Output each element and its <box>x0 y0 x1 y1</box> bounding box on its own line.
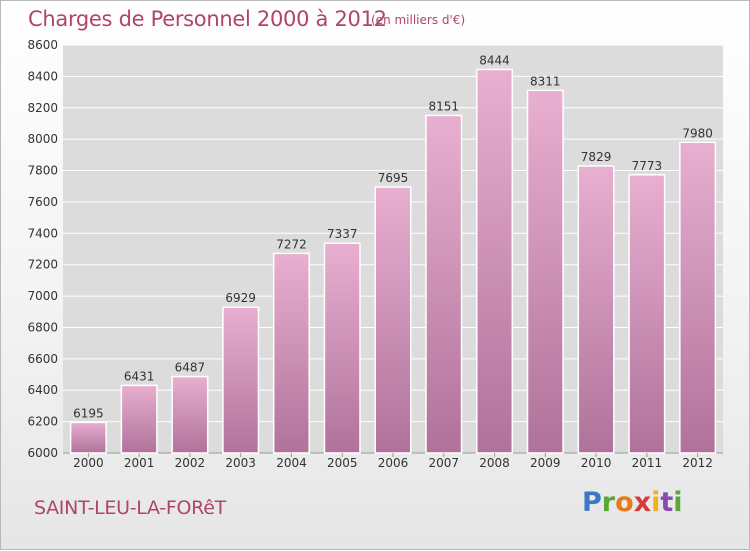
bar <box>120 384 158 454</box>
x-tick-label: 2012 <box>682 456 713 470</box>
bar <box>476 68 514 454</box>
data-label: 7272 <box>276 237 307 251</box>
data-label: 7695 <box>378 171 409 185</box>
y-tick-label: 7200 <box>27 258 58 272</box>
bar <box>374 186 412 454</box>
y-tick-label: 6600 <box>27 352 58 366</box>
x-tick-label: 2011 <box>632 456 663 470</box>
data-label: 8311 <box>530 74 561 88</box>
x-tick-label: 2006 <box>378 456 409 470</box>
x-tick-label: 2003 <box>225 456 256 470</box>
x-tick-label: 2001 <box>124 456 155 470</box>
data-label: 6431 <box>124 369 155 383</box>
bar <box>526 89 564 454</box>
logo-letter: i <box>651 487 661 518</box>
y-tick-label: 8000 <box>27 132 58 146</box>
logo-letter: t <box>660 487 674 518</box>
bar <box>222 306 260 454</box>
x-tick-label: 2004 <box>276 456 307 470</box>
logo-letter: o <box>615 487 634 518</box>
x-tick-label: 2009 <box>530 456 561 470</box>
chart-unit: (en milliers d'€) <box>371 13 466 27</box>
y-tick-label: 7600 <box>27 195 58 209</box>
x-tick-label: 2000 <box>73 456 104 470</box>
bar <box>679 141 717 454</box>
y-tick-label: 6400 <box>27 383 58 397</box>
bar <box>628 174 666 454</box>
data-label: 6929 <box>225 291 256 305</box>
x-tick-label: 2010 <box>581 456 612 470</box>
data-label: 7829 <box>581 150 612 164</box>
proxiti-logo: Proxiti <box>582 487 683 518</box>
logo-letter: i <box>673 487 683 518</box>
data-label: 7980 <box>682 126 713 140</box>
y-tick-label: 6200 <box>27 415 58 429</box>
bar <box>425 114 463 454</box>
y-tick-label: 7400 <box>27 226 58 240</box>
logo-letter: P <box>582 487 602 518</box>
x-tick-label: 2005 <box>327 456 358 470</box>
data-label: 7773 <box>632 159 663 173</box>
y-tick-label: 6800 <box>27 320 58 334</box>
y-tick-label: 6000 <box>27 446 58 460</box>
y-tick-label: 7800 <box>27 164 58 178</box>
bar <box>323 242 361 454</box>
logo-letter: x <box>633 487 652 518</box>
chart-title: Charges de Personnel 2000 à 2012 <box>28 7 387 31</box>
y-tick-label: 8600 <box>27 38 58 52</box>
data-label: 8151 <box>428 99 459 113</box>
logo-letter: r <box>601 487 616 518</box>
bar <box>171 375 209 454</box>
data-label: 7337 <box>327 227 358 241</box>
data-label: 6487 <box>175 361 206 375</box>
y-tick-label: 8200 <box>27 101 58 115</box>
x-tick-label: 2007 <box>428 456 459 470</box>
y-tick-label: 7000 <box>27 289 58 303</box>
bar <box>272 252 310 454</box>
bar <box>69 421 107 454</box>
commune-name: SAINT-LEU-LA-FORêT <box>34 497 226 519</box>
bar <box>577 165 615 454</box>
data-label: 8444 <box>479 53 510 67</box>
x-tick-label: 2002 <box>175 456 206 470</box>
y-tick-label: 8400 <box>27 69 58 83</box>
data-label: 6195 <box>73 406 104 420</box>
x-tick-label: 2008 <box>479 456 510 470</box>
